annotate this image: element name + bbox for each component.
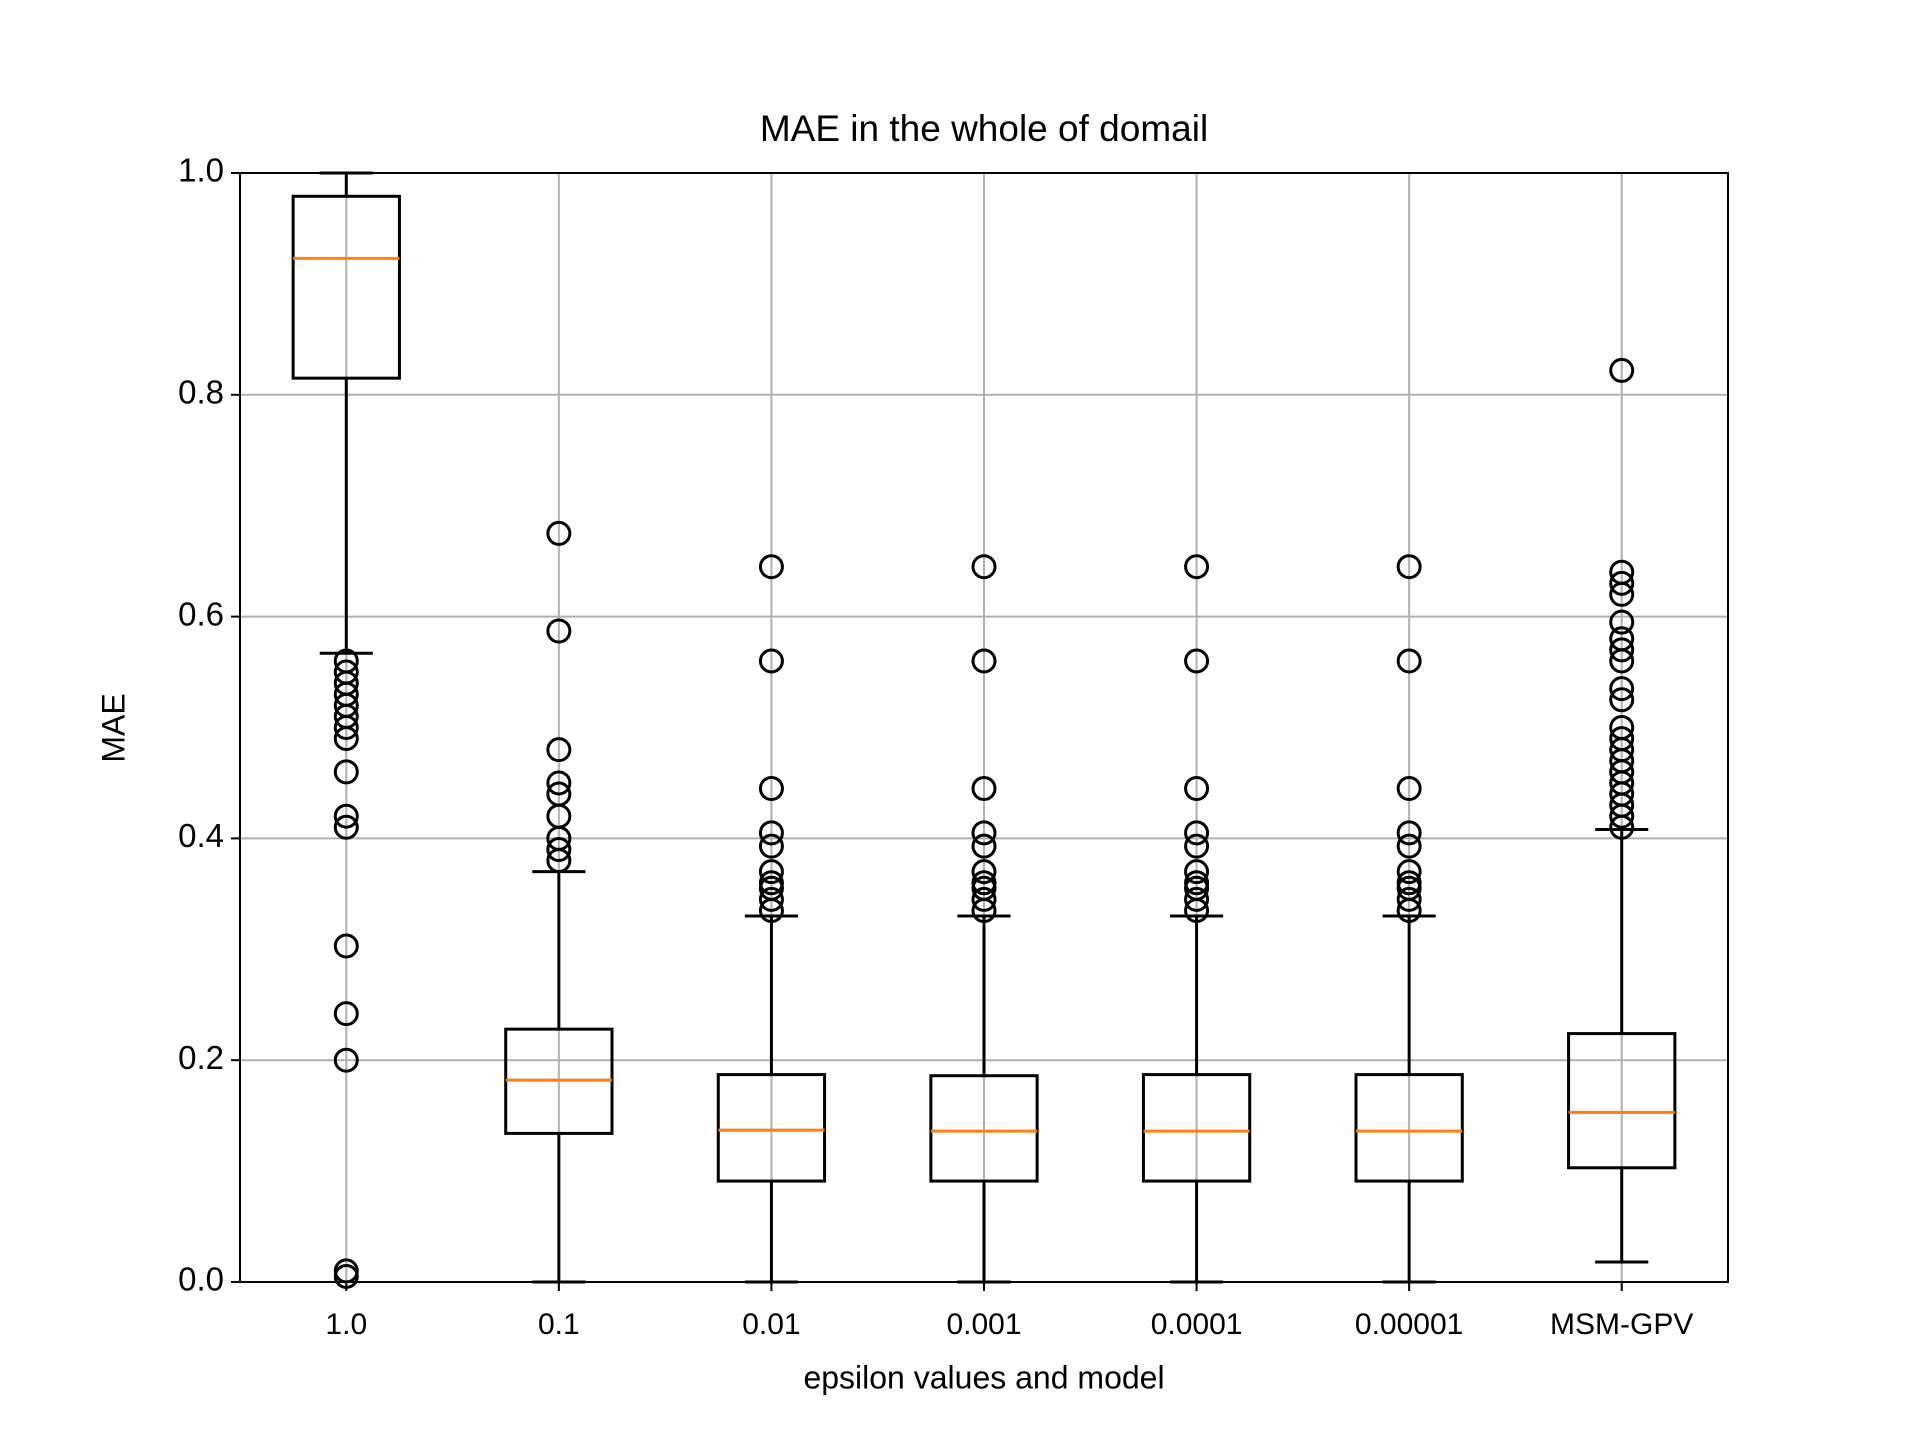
flier (1396, 775, 1422, 801)
flier (1609, 814, 1635, 840)
flier (971, 859, 997, 885)
flier (971, 897, 997, 923)
y-tick-label: 0.2 (178, 1039, 224, 1076)
flier (758, 886, 784, 912)
flier (758, 833, 784, 859)
flier (1609, 637, 1635, 663)
y-tick-label: 0.0 (178, 1261, 224, 1298)
flier (333, 933, 359, 959)
flier (1396, 833, 1422, 859)
box (1354, 1073, 1464, 1183)
flier (333, 1001, 359, 1027)
flier (546, 770, 572, 796)
x-tick-label: 0.01 (742, 1308, 800, 1341)
box (1567, 1032, 1677, 1170)
box (291, 194, 401, 380)
flier (1184, 775, 1210, 801)
flier (758, 554, 784, 580)
flier (333, 759, 359, 785)
box (716, 1073, 827, 1183)
flier (1609, 581, 1635, 607)
flier (1396, 820, 1422, 846)
flier (758, 820, 784, 846)
flier (971, 648, 997, 674)
flier (758, 897, 784, 923)
flier (1609, 357, 1635, 383)
box (1141, 1073, 1252, 1183)
flier (971, 775, 997, 801)
flier (971, 820, 997, 846)
x-tick-label: 0.00001 (1355, 1308, 1463, 1341)
y-tick-label: 0.8 (178, 374, 224, 411)
flier (1396, 554, 1422, 580)
flier (971, 833, 997, 859)
x-tick-label: 1.0 (325, 1308, 367, 1341)
flier (1609, 648, 1635, 674)
box (929, 1074, 1039, 1183)
flier (1609, 687, 1635, 713)
y-tick-label: 0.4 (178, 817, 224, 854)
flier (1184, 820, 1210, 846)
flier (971, 554, 997, 580)
flier (1184, 859, 1210, 885)
plot-frame (239, 172, 1729, 1283)
flier (1609, 803, 1635, 829)
flier (1184, 886, 1210, 912)
flier (333, 814, 359, 840)
flier (333, 803, 359, 829)
flier (1396, 886, 1422, 912)
flier (1184, 833, 1210, 859)
x-tick-label: 0.0001 (1151, 1308, 1243, 1341)
flier (1609, 570, 1635, 596)
flier (333, 715, 359, 740)
flier (971, 886, 997, 912)
flier (546, 737, 572, 763)
y-tick-label: 1.0 (178, 152, 224, 189)
flier (1184, 897, 1210, 923)
flier (546, 618, 572, 644)
flier (1396, 859, 1422, 885)
flier (1184, 554, 1210, 580)
flier (758, 859, 784, 885)
y-tick-label: 0.6 (178, 595, 224, 632)
flier (758, 775, 784, 801)
flier (333, 1047, 359, 1073)
flier (1184, 648, 1210, 674)
x-axis-label: epsilon values and model (803, 1359, 1164, 1395)
x-tick-label: 0.001 (946, 1308, 1021, 1341)
flier (546, 848, 572, 874)
x-tick-label: MSM-GPV (1550, 1308, 1693, 1341)
flier (1396, 897, 1422, 923)
x-tick-label: 0.1 (538, 1308, 580, 1341)
flier (1609, 676, 1635, 702)
flier (333, 726, 359, 752)
y-axis-label: MAE (95, 693, 131, 762)
flier (546, 836, 572, 862)
flier (546, 520, 572, 546)
flier (758, 648, 784, 674)
chart-title: MAE in the whole of domail (760, 108, 1208, 149)
flier (1609, 609, 1635, 635)
flier (1396, 648, 1422, 674)
